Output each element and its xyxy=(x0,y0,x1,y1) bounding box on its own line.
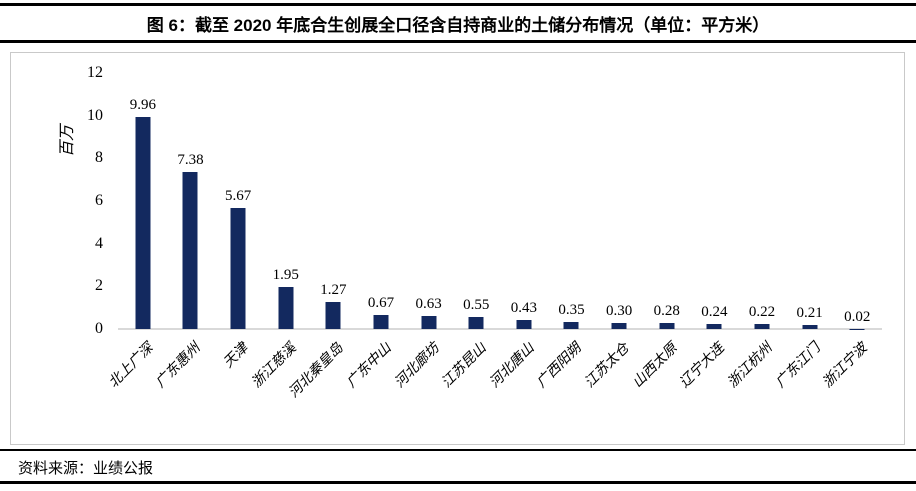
bar-value-label: 0.63 xyxy=(415,295,442,312)
bar-slot: 9.96 北上广深 xyxy=(106,73,167,392)
bar-slot: 0.30 江苏太仓 xyxy=(582,73,643,391)
y-tick-label: 12 xyxy=(87,64,103,81)
bar-value-label: 0.24 xyxy=(701,303,728,320)
y-tick-label: 4 xyxy=(95,234,103,252)
plot-area: 9.96 北上广深 7.38 广东惠州 5.67 天津 1.95 浙江慈溪 1.27 河北秦皇岛 0… xyxy=(106,73,881,401)
bar-slot: 0.35 广西阳朔 xyxy=(535,73,596,391)
bar-slot: 1.95 浙江慈溪 xyxy=(249,73,310,391)
x-category-label: 天津 xyxy=(221,340,252,372)
title-underline-rule xyxy=(0,40,916,43)
bar-slot: 0.21 广东江门 xyxy=(773,73,834,392)
bar-slot: 0.22 浙江杭州 xyxy=(725,73,786,391)
bar-value-label: 0.30 xyxy=(605,302,633,319)
x-category-label: 广东江门 xyxy=(772,340,823,392)
bar-value-label: 0.43 xyxy=(510,299,537,316)
bar-value-label: 0.67 xyxy=(367,294,395,311)
figure-title: 图 6：截至 2020 年底合生创展全口径含自持商业的土储分布情况（单位：平方米… xyxy=(146,16,770,35)
x-category-label: 河北廊坊 xyxy=(391,340,442,392)
bar-value-label: 0.22 xyxy=(748,304,776,321)
x-category-label: 山西太原 xyxy=(629,340,681,392)
bar xyxy=(373,314,389,329)
chart-frame: 百万 0 2 4 6 8 10 12 9.96 北上广深 7.38 广东惠州 5.67 天津 1.95 浙… xyxy=(10,52,905,445)
bar-slot: 1.27 河北秦皇岛 xyxy=(287,73,358,401)
bar-value-label: 0.21 xyxy=(796,304,823,321)
y-tick-label: 10 xyxy=(87,106,103,124)
x-category-label: 河北唐山 xyxy=(487,340,538,392)
bar-value-label: 1.95 xyxy=(272,267,299,284)
bar xyxy=(135,116,151,329)
bar-slot: 7.38 广东惠州 xyxy=(154,73,215,391)
bar-slot: 0.43 河北唐山 xyxy=(487,73,548,391)
bar xyxy=(325,301,341,329)
bar-slot: 0.02 浙江宁波 xyxy=(820,73,881,391)
bar-slot: 0.28 山西太原 xyxy=(630,73,691,391)
bar xyxy=(468,317,484,329)
top-rule xyxy=(0,3,916,6)
bar xyxy=(516,319,532,329)
source-note: 资料来源：业绩公报 xyxy=(18,460,154,477)
bar xyxy=(421,315,437,329)
x-axis-line xyxy=(118,328,882,330)
x-category-label: 广东中山 xyxy=(344,340,395,392)
x-category-label: 广西阳朔 xyxy=(534,340,585,392)
bar-value-label: 5.67 xyxy=(224,188,252,205)
bar-slot: 0.24 辽宁大连 xyxy=(678,73,739,391)
x-category-label: 辽宁大连 xyxy=(677,340,728,392)
bar-value-label: 7.38 xyxy=(177,151,204,168)
bar xyxy=(706,323,722,329)
bar-value-label: 0.35 xyxy=(558,301,585,318)
bar-value-label: 9.96 xyxy=(129,96,156,113)
x-category-label: 江苏昆山 xyxy=(439,340,490,392)
bottom-rule xyxy=(0,481,916,484)
bar xyxy=(611,322,627,329)
x-category-label: 北上广深 xyxy=(106,340,157,392)
y-tick-label: 6 xyxy=(95,192,103,209)
bar-slot: 5.67 天津 xyxy=(214,73,262,371)
bar-value-label: 0.55 xyxy=(463,297,490,314)
bar xyxy=(802,324,818,329)
x-category-label: 江苏太仓 xyxy=(582,340,633,392)
bar xyxy=(754,324,770,329)
bar-slot: 0.63 河北廊坊 xyxy=(392,73,453,391)
y-tick-label: 0 xyxy=(95,320,103,337)
x-category-label: 广东惠州 xyxy=(153,340,204,392)
bar xyxy=(230,208,246,329)
bar-slot: 0.55 江苏昆山 xyxy=(439,73,500,391)
x-category-label: 浙江宁波 xyxy=(820,340,871,392)
source-divider-rule xyxy=(0,449,916,451)
y-tick-label: 2 xyxy=(95,277,103,295)
bar-value-label: 0.28 xyxy=(653,303,680,320)
bar xyxy=(563,321,579,329)
bar-value-label: 0.02 xyxy=(844,308,871,325)
title-row: 图 6：截至 2020 年底合生创展全口径含自持商业的土储分布情况（单位：平方米… xyxy=(0,11,916,36)
bar xyxy=(278,287,294,329)
x-category-label: 浙江杭州 xyxy=(725,340,776,392)
bar xyxy=(182,171,198,329)
y-tick-label: 8 xyxy=(95,149,103,167)
bar-slot: 0.67 广东中山 xyxy=(344,73,405,391)
bar-value-label: 1.27 xyxy=(320,281,347,298)
bar xyxy=(659,323,675,329)
